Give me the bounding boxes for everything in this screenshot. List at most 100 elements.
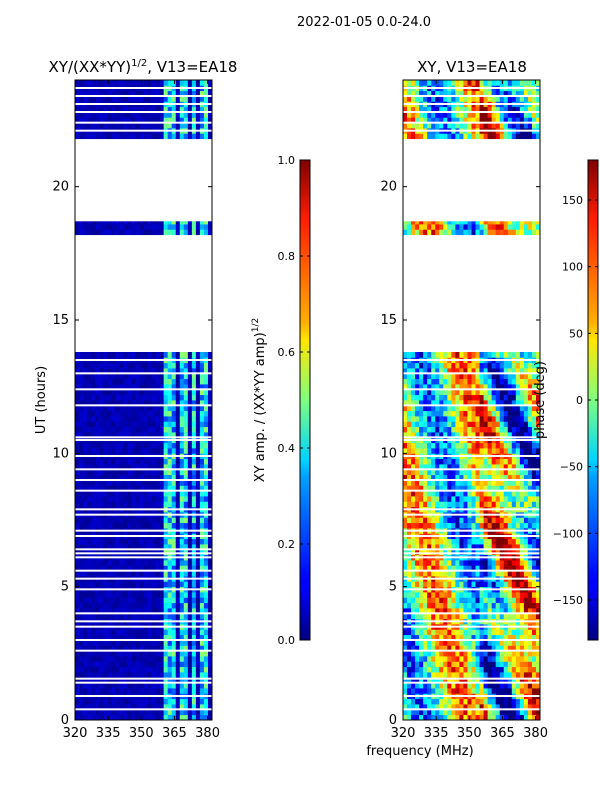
left-heatmap-cell [135, 602, 140, 609]
left-heatmap-cell [203, 373, 209, 380]
left-heatmap-cell [95, 469, 100, 476]
right-heatmap-cell [511, 608, 517, 614]
left-heatmap-cell [139, 672, 144, 678]
left-heatmap-cell [179, 352, 185, 358]
left-heatmap-cell [123, 442, 128, 449]
right-heatmap-cell [403, 688, 408, 694]
right-heatmap-cell [455, 672, 460, 678]
left-heatmap-cell [175, 221, 181, 225]
left-heatmap-cell [127, 373, 132, 380]
left-heatmap-cell [115, 496, 120, 502]
right-heatmap-cell [403, 640, 408, 646]
left-heatmap-cell [175, 432, 181, 438]
right-heatmap-cell [507, 608, 513, 614]
left-heatmap-cell [95, 458, 100, 465]
left-heatmap-cell [115, 117, 120, 124]
left-heatmap-cell [87, 656, 92, 662]
right-heatmap-cell [519, 608, 525, 614]
right-heatmap-cell [439, 490, 444, 497]
left-heatmap-cell [79, 448, 84, 454]
right-heatmap-cell [507, 448, 513, 454]
right-heatmap-cell [455, 560, 460, 566]
right-heatmap-cell [495, 714, 501, 721]
left-heatmap-cell [183, 565, 189, 572]
left-heatmap-cell [127, 122, 132, 129]
right-heatmap-cell [479, 400, 484, 406]
left-heatmap-cell [183, 570, 189, 577]
right-heatmap-cell [463, 613, 468, 620]
left-heatmap-cell [155, 352, 161, 358]
right-heatmap-cell [483, 442, 489, 449]
right-heatmap-cell [407, 634, 412, 641]
right-heatmap-cell [519, 485, 525, 492]
left-heatmap-cell [111, 656, 116, 662]
right-heatmap-cell [499, 650, 505, 657]
left-heatmap-cell [119, 714, 124, 721]
left-heatmap-cell [155, 229, 161, 236]
right-heatmap-cell [423, 656, 428, 662]
right-heatmap-cell [455, 661, 460, 668]
left-heatmap-cell [155, 672, 161, 678]
left-heatmap-cell [87, 352, 92, 358]
left-heatmap-cell [175, 474, 181, 481]
left-heatmap-cell [103, 538, 108, 545]
left-heatmap-cell [119, 490, 124, 497]
right-heatmap-cell [427, 538, 432, 545]
left-heatmap-cell [147, 640, 152, 646]
left-heatmap-cell [131, 549, 136, 556]
right-heatmap-cell [411, 672, 416, 678]
left-heatmap-cell [139, 698, 144, 705]
right-heatmap-cell [427, 608, 432, 614]
left-heatmap-cell [91, 517, 96, 524]
left-heatmap-cell [191, 613, 197, 620]
left-heatmap-cell [203, 496, 209, 502]
left-heatmap-cell [107, 672, 112, 678]
right-heatmap-cell [459, 421, 464, 428]
right-heatmap-cell [447, 682, 452, 689]
left-heatmap-cell [139, 362, 144, 369]
left-heatmap-cell [107, 629, 112, 636]
left-heatmap-cell [123, 704, 128, 710]
right-heatmap-cell [455, 501, 460, 508]
right-heatmap-cell [431, 602, 436, 609]
left-heatmap-cell [151, 714, 156, 721]
right-heatmap-cell [467, 394, 472, 401]
left-heatmap-cell [135, 688, 140, 694]
right-heatmap-cell [403, 517, 408, 524]
right-heatmap-cell [483, 650, 489, 657]
left-heatmap-cell [91, 464, 96, 470]
right-heatmap-cell [531, 634, 537, 641]
left-heatmap-cell [163, 389, 169, 396]
left-heatmap-cell [151, 112, 156, 118]
left-heatmap-cell [127, 613, 132, 620]
right-heatmap-cell [503, 400, 509, 406]
figure-suptitle: 2022-01-05 0.0-24.0 [297, 15, 431, 30]
left-heatmap-cell [87, 634, 92, 641]
left-heatmap-cell [175, 570, 181, 577]
left-heatmap-cell [179, 570, 185, 577]
right-heatmap-cell [527, 677, 533, 684]
left-heatmap-cell [179, 410, 185, 417]
right-heatmap-cell [443, 464, 448, 470]
right-heatmap-cell [483, 405, 489, 412]
right-heatmap-cell [503, 608, 509, 614]
left-heatmap-cell [111, 224, 116, 230]
left-heatmap-cell [79, 80, 84, 86]
left-flagged-row [75, 479, 212, 481]
left-heatmap-cell [171, 672, 177, 678]
left-heatmap-cell [107, 698, 112, 705]
right-heatmap-cell [419, 682, 424, 689]
left-heatmap-cell [143, 581, 148, 588]
left-heatmap-cell [167, 469, 173, 476]
right-heatmap-cell [511, 474, 517, 481]
left-flagged-row [75, 552, 212, 555]
left-heatmap-cell [207, 384, 213, 390]
left-heatmap-cell [155, 421, 161, 428]
left-heatmap-cell [171, 80, 177, 86]
right-heatmap-cell [499, 421, 505, 428]
left-heatmap-cell [163, 682, 169, 689]
right-heatmap-cell [495, 464, 501, 470]
left-heatmap-cell [123, 517, 128, 524]
left-heatmap-cell [159, 432, 165, 438]
right-heatmap-cell [511, 570, 517, 577]
